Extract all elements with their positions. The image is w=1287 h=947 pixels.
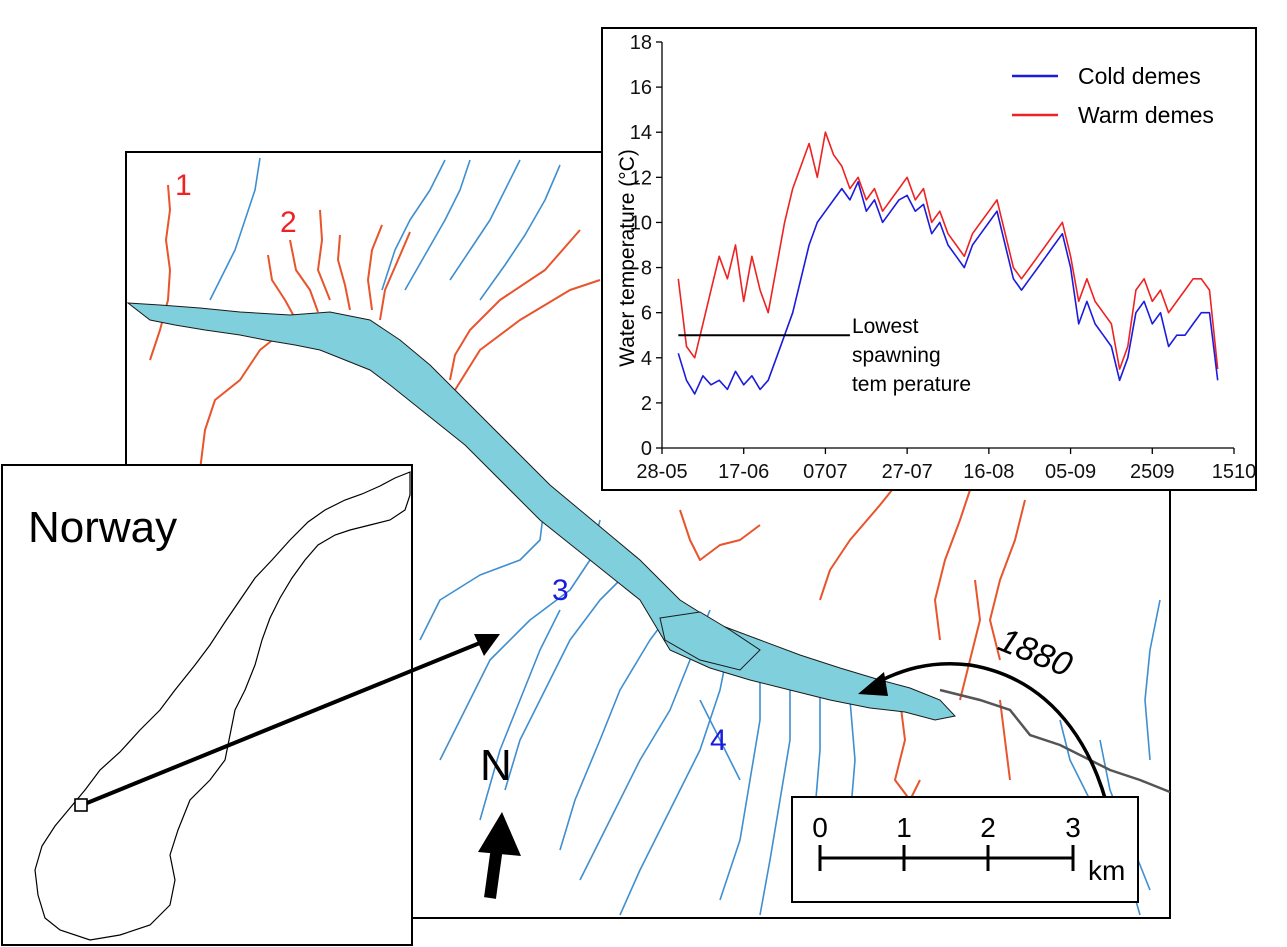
lake xyxy=(126,302,956,721)
site-label-2: 2 xyxy=(280,206,297,239)
chart-series xyxy=(677,131,1219,395)
y-tick-label: 18 xyxy=(630,32,652,54)
chart-frame xyxy=(601,27,1257,491)
series-line-warm-demes xyxy=(677,131,1219,370)
series-line-cold-demes xyxy=(677,181,1219,395)
locator-arrow xyxy=(86,636,493,805)
x-tick-label: 17-06 xyxy=(718,461,769,483)
y-tick-label: 12 xyxy=(630,167,652,189)
site-labels: 1 2 3 4 xyxy=(175,169,727,757)
legend-label: Warm demes xyxy=(1078,102,1214,128)
scale-unit: km xyxy=(1088,855,1125,886)
norway-outline xyxy=(34,471,411,941)
chart-annotation: Lowest spawning tem perature xyxy=(678,315,971,396)
y-tick-label: 16 xyxy=(630,77,652,99)
chart-legend: Cold demes Warm demes xyxy=(1012,63,1214,128)
x-tick-label: 05-09 xyxy=(1045,461,1096,483)
scale-tick-3: 3 xyxy=(1065,812,1081,843)
y-tick-label: 6 xyxy=(641,303,652,325)
y-axis-label: Water temperature (°C) xyxy=(616,149,639,367)
annotation-text: spawning xyxy=(852,344,941,367)
x-tick-label: 1510 xyxy=(1212,461,1257,483)
scale-tick-1: 1 xyxy=(896,812,912,843)
north-label: N xyxy=(480,741,512,790)
y-tick-label: 0 xyxy=(641,438,652,460)
study-area-marker xyxy=(74,798,88,812)
chart-axes: 0 2 4 6 8 10 12 14 16 18 28-05 17-06 0707 27-07 16-08 0… xyxy=(630,32,1257,483)
y-tick-label: 14 xyxy=(630,122,652,144)
lake-basin xyxy=(659,611,761,671)
scale-tick-0: 0 xyxy=(812,812,828,843)
scale-bar: 0 1 2 3 km xyxy=(791,796,1139,903)
x-tick-label: 27-07 xyxy=(882,461,933,483)
x-tick-label: 2509 xyxy=(1130,461,1175,483)
x-tick-label: 16-08 xyxy=(963,461,1014,483)
temperature-chart: 0 2 4 6 8 10 12 14 16 18 28-05 17-06 0707 27-07 16-08 0… xyxy=(601,27,1257,491)
x-tick-label: 28-05 xyxy=(636,461,687,483)
country-label: Norway xyxy=(28,503,177,552)
y-tick-label: 8 xyxy=(641,258,652,280)
inset-map: Norway xyxy=(1,464,500,946)
y-tick-label: 2 xyxy=(641,393,652,415)
y-tick-label: 10 xyxy=(630,212,652,234)
site-label-4: 4 xyxy=(710,724,727,757)
scale-tick-2: 2 xyxy=(980,812,996,843)
annotation-text: Lowest xyxy=(852,315,919,338)
y-tick-label: 4 xyxy=(641,348,652,370)
warm-rivers xyxy=(149,184,1026,801)
legend-label: Cold demes xyxy=(1078,63,1201,89)
x-tick-label: 0707 xyxy=(803,461,848,483)
site-label-1: 1 xyxy=(175,169,192,202)
site-label-3: 3 xyxy=(552,574,569,607)
annotation-text: tem perature xyxy=(852,373,971,396)
main-river-outflow xyxy=(939,688,1171,794)
locator-arrowhead xyxy=(474,634,500,656)
north-arrow: N xyxy=(478,741,521,899)
